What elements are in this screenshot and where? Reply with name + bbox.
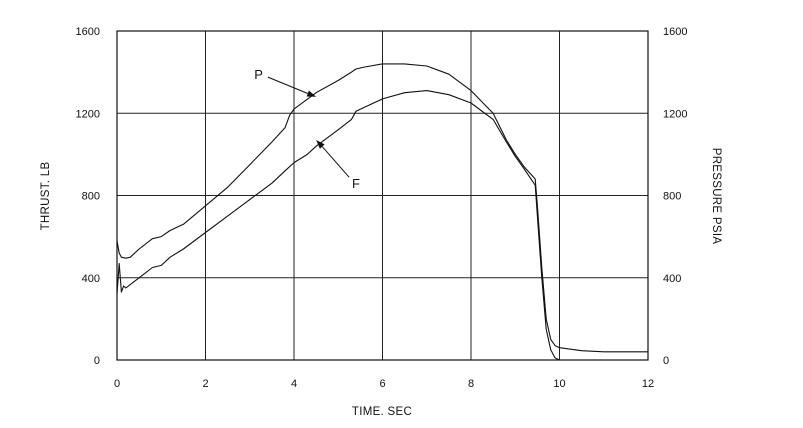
annotation-label-p: P [254,67,263,82]
y2-tick-label: 800 [663,191,681,203]
annotation-arrowhead-p [306,90,317,97]
annotation-layer: PF [254,67,360,191]
x-tick-label: 12 [642,378,654,390]
x-tick-label: 6 [379,378,385,390]
y2-axis-title: PRESSURE PSIA [710,148,722,245]
grid [117,31,648,360]
plot-frame [116,30,649,361]
y-tick-label: 0 [94,355,100,367]
x-tick-label: 0 [114,378,120,390]
series-line-f [116,90,560,361]
x-tick-labels: 0 2 4 6 8 10 12 [114,378,654,390]
y-axis-title: THRUST. LB [40,162,52,231]
y-tick-label: 1200 [76,108,100,120]
y-tick-label: 400 [82,273,100,285]
annotation-arrowhead-f [316,140,325,149]
x-tick-label: 10 [553,378,565,390]
y-tick-label: 800 [82,191,100,203]
series-layer [116,63,648,361]
y2-tick-label: 400 [663,273,681,285]
annotation-label-f: F [352,176,360,191]
x-tick-label: 4 [291,378,297,390]
y2-tick-label: 0 [663,355,669,367]
y2-tick-label: 1600 [663,26,687,38]
x-tick-label: 8 [468,378,474,390]
y-tick-labels: 0 400 800 1200 1600 [76,26,100,367]
x-tick-label: 2 [202,378,208,390]
y2-tick-label: 1200 [663,108,687,120]
y2-tick-labels: 0 400 800 1200 1600 [663,26,687,367]
annotation-arrow-p [267,76,308,94]
series-line-p [116,63,648,353]
y-tick-label: 1600 [76,26,100,38]
annotation-arrow-f [321,146,350,178]
x-axis-title: TIME. SEC [352,406,412,418]
